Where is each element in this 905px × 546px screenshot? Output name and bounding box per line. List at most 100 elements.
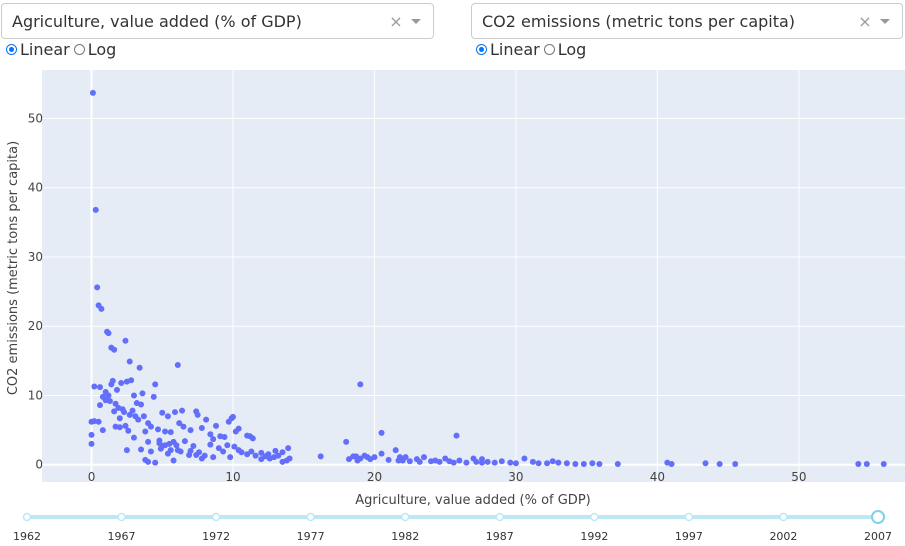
scatter-point[interactable] bbox=[139, 390, 146, 397]
scatter-point[interactable] bbox=[190, 442, 197, 449]
scatter-point[interactable] bbox=[491, 459, 498, 466]
scatter-point[interactable] bbox=[224, 442, 231, 449]
scatter-point[interactable] bbox=[385, 456, 392, 463]
slider-year-label[interactable]: 1987 bbox=[486, 530, 514, 543]
x-axis-chevron-down-icon[interactable] bbox=[411, 18, 421, 24]
scatter-point[interactable] bbox=[111, 346, 118, 353]
scatter-point[interactable] bbox=[162, 428, 169, 435]
scatter-point[interactable] bbox=[162, 442, 169, 449]
scatter-point[interactable] bbox=[668, 460, 675, 467]
scatter-point[interactable] bbox=[258, 456, 265, 463]
slider-mark[interactable] bbox=[117, 512, 126, 522]
scatter-point[interactable] bbox=[136, 364, 143, 371]
scatter-point[interactable] bbox=[89, 89, 96, 96]
scatter-point[interactable] bbox=[279, 449, 286, 456]
scatter-point[interactable] bbox=[177, 448, 184, 455]
scatter-point[interactable] bbox=[596, 460, 603, 467]
scatter-point[interactable] bbox=[231, 443, 238, 450]
scatter-point[interactable] bbox=[555, 459, 562, 466]
scatter-point[interactable] bbox=[283, 457, 290, 464]
scatter-point[interactable] bbox=[221, 433, 228, 440]
scatter-point[interactable] bbox=[176, 420, 183, 427]
scatter-point[interactable] bbox=[484, 458, 491, 465]
scatter-point[interactable] bbox=[196, 449, 203, 456]
scatter-point[interactable] bbox=[353, 453, 360, 460]
scatter-point[interactable] bbox=[456, 457, 463, 464]
scatter-point[interactable] bbox=[159, 409, 166, 416]
y-axis-chevron-down-icon[interactable] bbox=[880, 18, 890, 24]
scatter-point[interactable] bbox=[238, 449, 245, 456]
scatter-point[interactable] bbox=[258, 449, 265, 456]
scatter-point[interactable] bbox=[716, 460, 723, 467]
scatter-point[interactable] bbox=[521, 455, 528, 462]
scatter-point[interactable] bbox=[201, 452, 208, 459]
scatter-point[interactable] bbox=[507, 459, 514, 466]
scatter-point[interactable] bbox=[142, 428, 149, 435]
slider-year-label[interactable]: 1977 bbox=[297, 530, 325, 543]
scatter-point[interactable] bbox=[317, 453, 324, 460]
scatter-point[interactable] bbox=[220, 448, 227, 455]
scatter-point[interactable] bbox=[572, 460, 579, 467]
scatter-point[interactable] bbox=[130, 392, 137, 399]
slider-mark[interactable] bbox=[22, 512, 32, 522]
scatter-point[interactable] bbox=[194, 411, 201, 418]
scatter-point[interactable] bbox=[248, 448, 255, 455]
x-scale-log-radio[interactable]: Log bbox=[73, 40, 116, 59]
scatter-point[interactable] bbox=[118, 379, 125, 386]
scatter-point[interactable] bbox=[732, 460, 739, 467]
x-log-radio-icon[interactable] bbox=[73, 44, 85, 55]
scatter-point[interactable] bbox=[213, 422, 220, 429]
scatter-point[interactable] bbox=[544, 460, 551, 467]
scatter-point[interactable] bbox=[589, 460, 596, 467]
slider-year-label[interactable]: 2007 bbox=[864, 530, 892, 543]
scatter-point[interactable] bbox=[170, 457, 177, 464]
scatter-point[interactable] bbox=[123, 447, 130, 454]
scatter-point[interactable] bbox=[436, 458, 443, 465]
scatter-point[interactable] bbox=[549, 458, 556, 465]
scatter-point[interactable] bbox=[498, 458, 505, 465]
scatter-point[interactable] bbox=[343, 438, 350, 445]
scatter-point[interactable] bbox=[179, 407, 186, 414]
y-scale-linear-radio[interactable]: Linear bbox=[476, 40, 540, 59]
scatter-point[interactable] bbox=[198, 424, 205, 431]
scatter-point[interactable] bbox=[113, 386, 120, 393]
x-axis-clear-icon[interactable]: × bbox=[389, 11, 403, 31]
slider-mark[interactable] bbox=[306, 512, 315, 522]
scatter-point[interactable] bbox=[152, 381, 159, 388]
slider-year-label[interactable]: 1967 bbox=[108, 530, 136, 543]
y-linear-radio-icon[interactable] bbox=[476, 44, 487, 55]
scatter-point[interactable] bbox=[138, 401, 145, 408]
scatter-point[interactable] bbox=[420, 454, 427, 461]
scatter-point[interactable] bbox=[174, 361, 181, 368]
scatter-point[interactable] bbox=[227, 454, 234, 461]
scatter-point[interactable] bbox=[155, 426, 162, 433]
scatter-point[interactable] bbox=[94, 284, 101, 291]
scatter-point[interactable] bbox=[95, 418, 102, 425]
scatter-point[interactable] bbox=[88, 431, 95, 438]
slider-year-label[interactable]: 1962 bbox=[13, 530, 41, 543]
scatter-point[interactable] bbox=[91, 383, 98, 390]
scatter-point[interactable] bbox=[450, 459, 457, 466]
scatter-point[interactable] bbox=[364, 454, 371, 461]
scatter-point[interactable] bbox=[252, 452, 259, 459]
scatter-point[interactable] bbox=[187, 427, 194, 434]
scatter-point[interactable] bbox=[130, 434, 137, 441]
scatter-point[interactable] bbox=[109, 377, 116, 384]
scatter-point[interactable] bbox=[128, 377, 135, 384]
scatter-point[interactable] bbox=[442, 455, 449, 462]
scatter-point[interactable] bbox=[478, 456, 485, 463]
scatter-point[interactable] bbox=[378, 429, 385, 436]
scatter-point[interactable] bbox=[210, 454, 217, 461]
scatter-point[interactable] bbox=[580, 460, 587, 467]
scatter-point[interactable] bbox=[97, 384, 104, 391]
scatter-point[interactable] bbox=[105, 392, 112, 399]
scatter-point[interactable] bbox=[97, 402, 104, 409]
scatter-point[interactable] bbox=[614, 460, 621, 467]
scatter-point[interactable] bbox=[207, 431, 214, 438]
slider-year-label[interactable]: 1997 bbox=[675, 530, 703, 543]
scatter-point[interactable] bbox=[116, 424, 123, 431]
scatter-point[interactable] bbox=[99, 427, 106, 434]
data-points[interactable] bbox=[88, 89, 887, 467]
scatter-point[interactable] bbox=[246, 433, 253, 440]
